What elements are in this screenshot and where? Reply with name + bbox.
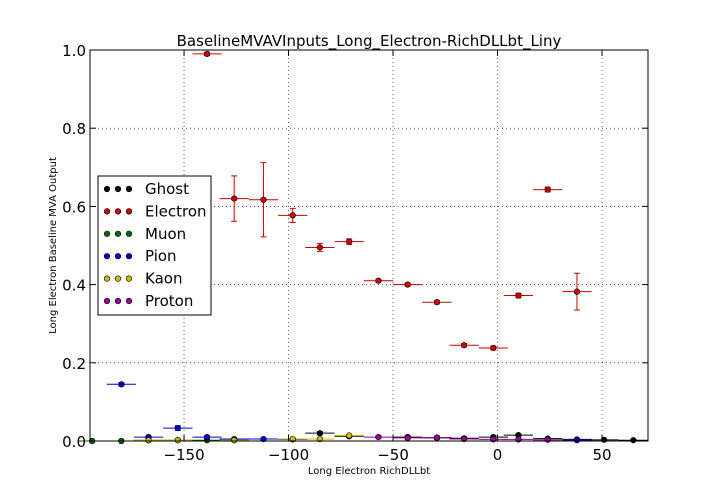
data-point (289, 435, 296, 443)
data-point (260, 435, 267, 443)
y-tick-label: 0.2 (62, 355, 86, 373)
legend-entry-proton: Proton (103, 292, 193, 310)
data-point (316, 430, 323, 437)
data-point (544, 186, 551, 193)
legend-marker (125, 253, 133, 260)
legend-label: Electron (145, 202, 207, 220)
legend-marker (103, 275, 111, 282)
plot-frame (89, 49, 649, 442)
legend-marker (114, 275, 122, 282)
legend-entry-muon: Muon (103, 225, 186, 243)
data-point (375, 433, 382, 441)
legend-marker (125, 208, 133, 215)
y-tick-label: 0.4 (62, 277, 86, 295)
legend-label: Muon (145, 225, 186, 243)
data-point (433, 299, 441, 306)
y-axis-label: Long Electron Baseline MVA Output (48, 157, 59, 334)
data-point (573, 288, 581, 295)
data-point (289, 212, 296, 219)
y-tick-label: 0.8 (62, 120, 86, 138)
legend-marker (103, 230, 111, 237)
legend-label: Proton (145, 292, 193, 310)
y-tick-label: 1.0 (62, 42, 86, 60)
x-tick-label: 0 (493, 446, 503, 464)
x-tick-label: −150 (163, 446, 204, 464)
data-point (630, 437, 637, 444)
data-point (573, 437, 581, 444)
legend-marker (125, 185, 133, 193)
data-point (515, 292, 522, 299)
data-point (346, 238, 353, 245)
data-point (231, 437, 238, 444)
data-point (231, 195, 238, 202)
legend: Ghost Electron Muon Pion Kaon Proton (97, 175, 212, 316)
ticks: −150 −100 −50 0 50 0.0 0.2 0.4 0.6 0.8 1.0 (62, 42, 648, 464)
data-point (404, 281, 411, 288)
legend-entry-kaon: Kaon (103, 270, 182, 288)
legend-marker (125, 297, 133, 305)
data-point (174, 424, 181, 432)
legend-entry-ghost: Ghost (103, 180, 189, 198)
legend-marker (103, 208, 111, 215)
data-point (174, 437, 181, 444)
legend-box (97, 175, 212, 316)
x-tick-label: −50 (377, 446, 409, 464)
data-point (544, 436, 551, 443)
data-point (460, 342, 468, 349)
legend-label: Kaon (145, 270, 182, 288)
data-point (118, 381, 125, 388)
legend-marker (114, 230, 122, 237)
legend-label: Ghost (145, 180, 189, 198)
data-point (490, 344, 497, 352)
chart-title: BaselineMVAVInputs_Long_Electron-RichDLL… (177, 32, 562, 51)
series-electron (192, 50, 592, 352)
legend-label: Pion (145, 247, 177, 265)
data-point (404, 434, 411, 441)
legend-entry-pion: Pion (103, 247, 177, 265)
legend-marker (103, 185, 111, 193)
data-point (460, 435, 468, 443)
legend-marker (114, 297, 122, 305)
data-point (203, 50, 211, 58)
data-point (203, 433, 211, 441)
x-axis-label: Long Electron RichDLLbt (308, 466, 430, 477)
data-point (260, 196, 267, 203)
data-point (346, 432, 353, 439)
legend-marker (103, 253, 111, 260)
legend-marker (114, 208, 122, 215)
data-point (316, 435, 323, 443)
data-point (145, 437, 152, 444)
series-kaon (133, 432, 364, 444)
y-tick-label: 0.6 (62, 198, 86, 216)
legend-marker (114, 253, 122, 260)
x-tick-label: −100 (268, 446, 309, 464)
data-point (375, 277, 382, 284)
legend-marker (125, 275, 133, 282)
legend-marker (103, 297, 111, 305)
legend-marker (125, 230, 133, 237)
legend-entry-electron: Electron (103, 202, 207, 220)
data-point (316, 244, 323, 251)
legend-marker (114, 185, 122, 193)
y-tick-label: 0.0 (62, 433, 86, 451)
data-point (433, 434, 441, 441)
x-tick-label: 50 (592, 446, 611, 464)
series-layer (77, 50, 648, 445)
